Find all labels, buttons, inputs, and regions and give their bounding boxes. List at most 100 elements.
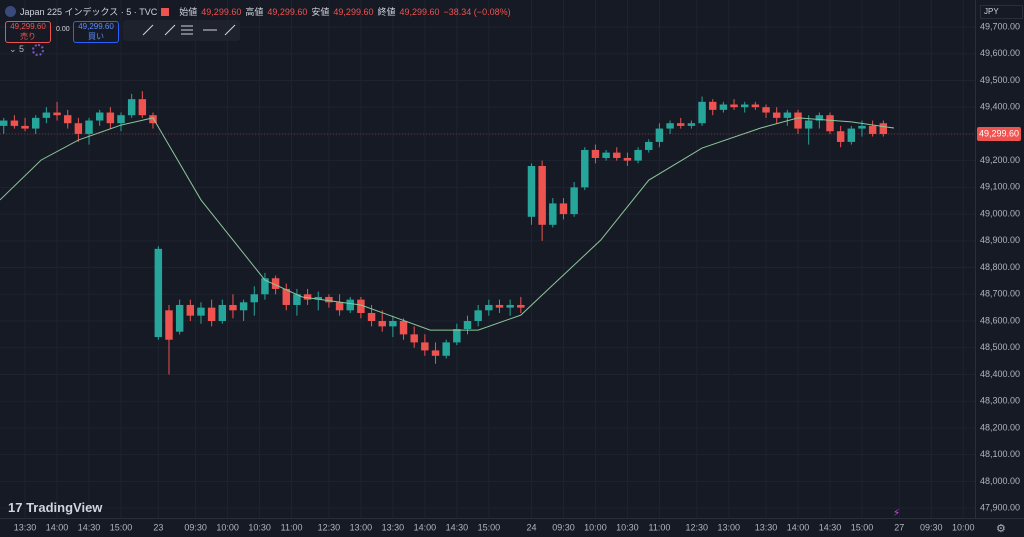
high-value: 49,299.60 [267,6,308,17]
candle-body [74,123,83,134]
fib-tool[interactable] [181,25,193,35]
candle-body [85,120,93,134]
y-tick-label: 48,600.00 [980,315,1020,325]
candle-body [149,115,157,124]
candle-body [677,123,685,126]
y-tick-label: 49,100.00 [980,182,1020,192]
last-price-label: 49,299.60 [979,128,1019,138]
candle-body [698,101,706,124]
candle-body [154,248,163,338]
sell-price: 49,299.60 [10,22,46,31]
y-tick-label: 48,500.00 [980,342,1020,352]
candle-body [293,294,301,305]
candle-body [836,131,845,142]
grid [0,0,975,518]
candle-body [31,117,40,129]
symbol-title[interactable]: Japan 225 インデックス · 5 · TVC [20,7,158,17]
logo-mark: 17 [8,500,27,515]
close-value: 49,299.60 [399,6,440,17]
candle-body [730,104,738,108]
candle-body [719,104,728,110]
candle-body [794,112,802,129]
logo-text: TradingView [26,500,103,515]
logo: 17 TradingView [8,500,102,515]
candle-body [239,302,248,311]
change: −38.34 (−0.08%) [443,6,511,17]
x-tick-label: 14:00 [787,522,810,532]
candle-body [751,104,760,108]
y-tick-label: 49,600.00 [980,48,1020,58]
y-tick-label: 48,000.00 [980,476,1020,486]
candle-body [687,123,696,126]
replay-icon[interactable]: ⚡ [893,508,901,519]
candle-body [879,123,888,135]
open-label: 始値 [179,7,198,17]
candle-body [42,112,51,118]
symbol-icon [5,6,16,17]
x-tick-label: 23 [153,522,163,532]
x-tick-label: 10:00 [952,522,975,532]
spread: 0.00 [56,26,70,33]
candle-body [186,304,195,316]
drawing-toolbar [123,20,240,41]
candle-body [165,310,173,340]
candle-body [357,299,365,313]
y-tick-label: 48,900.00 [980,235,1020,245]
candle-body [314,296,322,300]
candle-body [570,187,578,215]
currency[interactable]: JPY [980,5,1023,19]
buy-price: 49,299.60 [78,22,114,31]
candle-body [0,120,8,126]
toolbar-icons [142,24,236,36]
candle-body [602,152,610,158]
x-tick-label: 15:00 [478,522,501,532]
candle-body [10,120,19,126]
y-tick-label: 48,100.00 [980,449,1020,459]
candle-body [581,149,589,188]
candle-body [623,157,632,161]
candle-body [506,304,514,308]
buy-button[interactable]: 49,299.60 買い [73,21,119,43]
candle-body [138,99,147,116]
candle-body [634,149,642,161]
ray-tool[interactable] [164,24,176,36]
x-tick-label: 15:00 [851,522,874,532]
x-tick-label: 11:00 [281,522,303,532]
candle-body [655,128,664,142]
indicator-count[interactable]: ⌄ 5 [9,44,25,54]
candle-body [858,125,866,129]
candle-body [495,304,504,308]
y-tick-label: 49,000.00 [980,208,1020,218]
low-label: 安値 [311,7,330,17]
candle-body [218,304,227,322]
trend-line-tool[interactable] [142,24,154,36]
y-tick-label: 47,900.00 [980,502,1020,512]
candle-body [772,112,781,118]
candle-body [485,304,493,311]
candle-body [346,299,354,311]
candle-body [463,321,472,330]
x-tick-label: 14:00 [46,522,69,532]
candle-body [868,125,877,134]
market-status [161,7,170,16]
candle-body [549,203,557,225]
candle-body [127,99,136,116]
x-tick-label: 10:00 [584,522,607,532]
candle-body [106,112,115,124]
y-tick-label: 49,500.00 [980,75,1020,85]
y-tick-label: 49,700.00 [980,21,1020,31]
candle-body [63,115,72,124]
moving-average [0,117,895,331]
y-tick-label: 49,200.00 [980,155,1020,165]
candle-body [378,321,386,327]
candle-body [453,329,461,343]
settings-icon[interactable]: ⚙ [996,523,1006,535]
candle-body [666,123,674,129]
y-tick-label: 48,700.00 [980,289,1020,299]
x-tick-label: 09:30 [184,522,207,532]
sell-button[interactable]: 49,299.60 売り [5,21,51,43]
x-tick-label: 13:30 [382,522,405,532]
high-label: 高値 [245,7,264,17]
extended-line-tool[interactable] [224,24,236,36]
